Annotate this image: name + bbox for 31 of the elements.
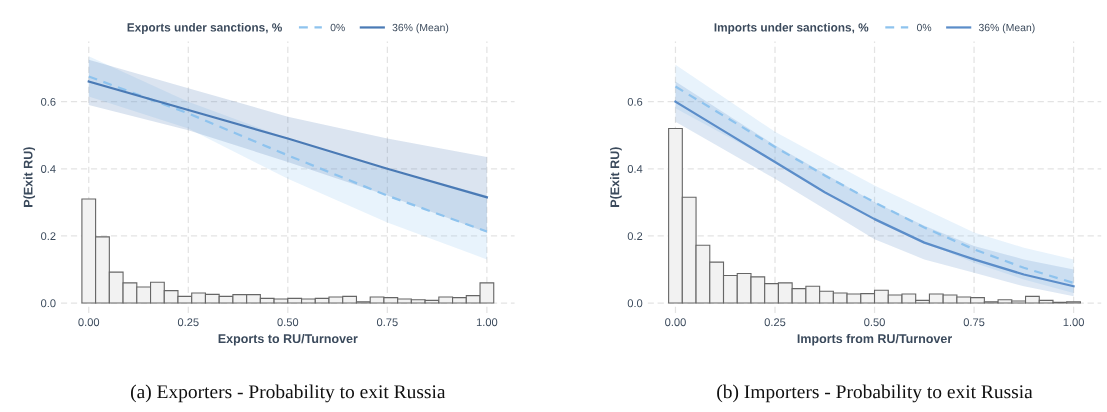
y-tick-label: 0.6 [627, 97, 643, 106]
x-tick-label: 0.00 [78, 318, 100, 327]
x-tick-label: 1.00 [1063, 318, 1084, 327]
y-tick-label: 0.2 [41, 232, 56, 241]
x-tick-label: 0.75 [376, 318, 398, 327]
x-tick-label: 1.00 [476, 318, 498, 327]
legend-title: Imports under sanctions, % [714, 22, 869, 34]
x-axis-title: Exports to RU/Turnover [218, 333, 358, 346]
y-tick-label: 0.0 [41, 299, 56, 308]
y-tick-label: 0.2 [627, 232, 643, 241]
x-tick-label: 0.75 [963, 318, 985, 327]
x-tick-label: 0.25 [177, 318, 199, 327]
y-tick-label: 0.4 [41, 165, 56, 173]
legend-label: 0% [330, 23, 345, 32]
x-axis-title: Imports from RU/Turnover [797, 333, 953, 346]
legend-title: Exports under sanctions, % [127, 22, 282, 34]
x-tick-label: 0.00 [665, 318, 686, 327]
text: (b) Importers - Probability to exit Russia [717, 384, 1033, 403]
y-tick-label: 0.6 [41, 97, 56, 106]
y-axis-title: P(Exit RU) [610, 147, 622, 207]
legend-label: 0% [916, 23, 932, 32]
legend-label: 36% (Mean) [978, 23, 1035, 34]
x-tick-label: 0.25 [764, 318, 786, 327]
x-tick-label: 0.50 [864, 318, 885, 327]
y-tick-label: 0.0 [627, 299, 643, 308]
legend-label: 36% (Mean) [392, 23, 449, 34]
y-axis-title: P(Exit RU) [23, 147, 36, 207]
y-tick-label: 0.4 [627, 165, 643, 173]
line-series [87, 80, 488, 199]
x-tick-label: 0.50 [277, 318, 299, 327]
text: (a) Exporters - Probability to exit Russia [130, 384, 446, 403]
